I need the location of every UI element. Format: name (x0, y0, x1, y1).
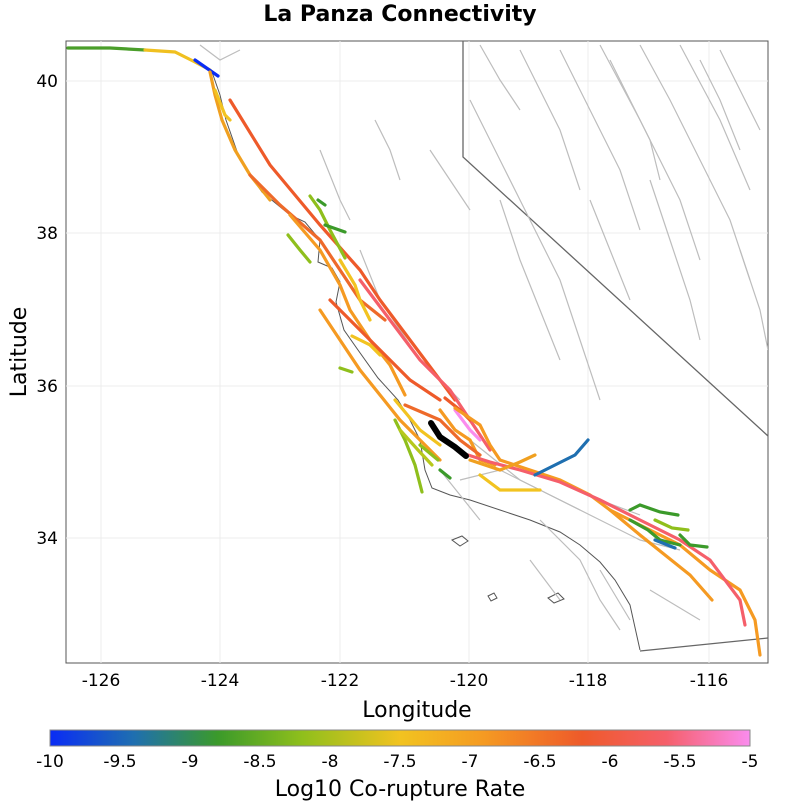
y-tick-label: 34 (36, 529, 58, 549)
colorbar-tick-label: -5 (742, 752, 759, 772)
colorbar-tick-label: -9 (182, 752, 199, 772)
colorbar-tick-label: -7 (462, 752, 479, 772)
la-panza-section (428, 420, 469, 459)
colorbar-tick-label: -7.5 (383, 752, 416, 772)
grid-lines (66, 41, 768, 663)
x-tick-label: -116 (690, 671, 729, 691)
x-tick-label: -124 (201, 671, 240, 691)
colorbar-title: Log10 Co-rupture Rate (275, 777, 526, 802)
x-axis-title: Longitude (362, 698, 471, 723)
y-tick-label: 40 (36, 72, 58, 92)
y-axis: 40 38 36 34 Latitude (7, 72, 58, 549)
state-boundary (462, 41, 768, 652)
background-faults (199, 44, 768, 631)
colorbar-tick-label: -6.5 (523, 752, 556, 772)
colorbar-tick-label: -9.5 (103, 752, 136, 772)
y-tick-label: 36 (36, 377, 58, 397)
fault-north-coast-green (66, 46, 147, 52)
corupture-faults (66, 46, 762, 657)
colorbar-tick-label: -8 (322, 752, 339, 772)
x-tick-label: -122 (321, 671, 360, 691)
x-tick-label: -118 (569, 671, 608, 691)
map-title: La Panza Connectivity (263, 2, 537, 27)
colorbar-tick-label: -5.5 (663, 752, 696, 772)
plot-area (65, 40, 769, 664)
colorbar-tick-label: -8.5 (243, 752, 276, 772)
colorbar-tick-label: -10 (36, 752, 64, 772)
x-tick-label: -126 (82, 671, 121, 691)
colorbar-gradient (49, 729, 751, 747)
x-tick-label: -120 (450, 671, 489, 691)
y-tick-label: 38 (36, 224, 58, 244)
colorbar: -10 -9.5 -9 -8.5 -8 -7.5 -7 -6.5 -6 -5.5… (36, 729, 759, 802)
x-axis: -126 -124 -122 -120 -118 -116 Longitude (82, 671, 729, 723)
colorbar-tick-label: -6 (602, 752, 619, 772)
y-axis-title: Latitude (7, 307, 32, 398)
island-outline (450, 535, 565, 604)
